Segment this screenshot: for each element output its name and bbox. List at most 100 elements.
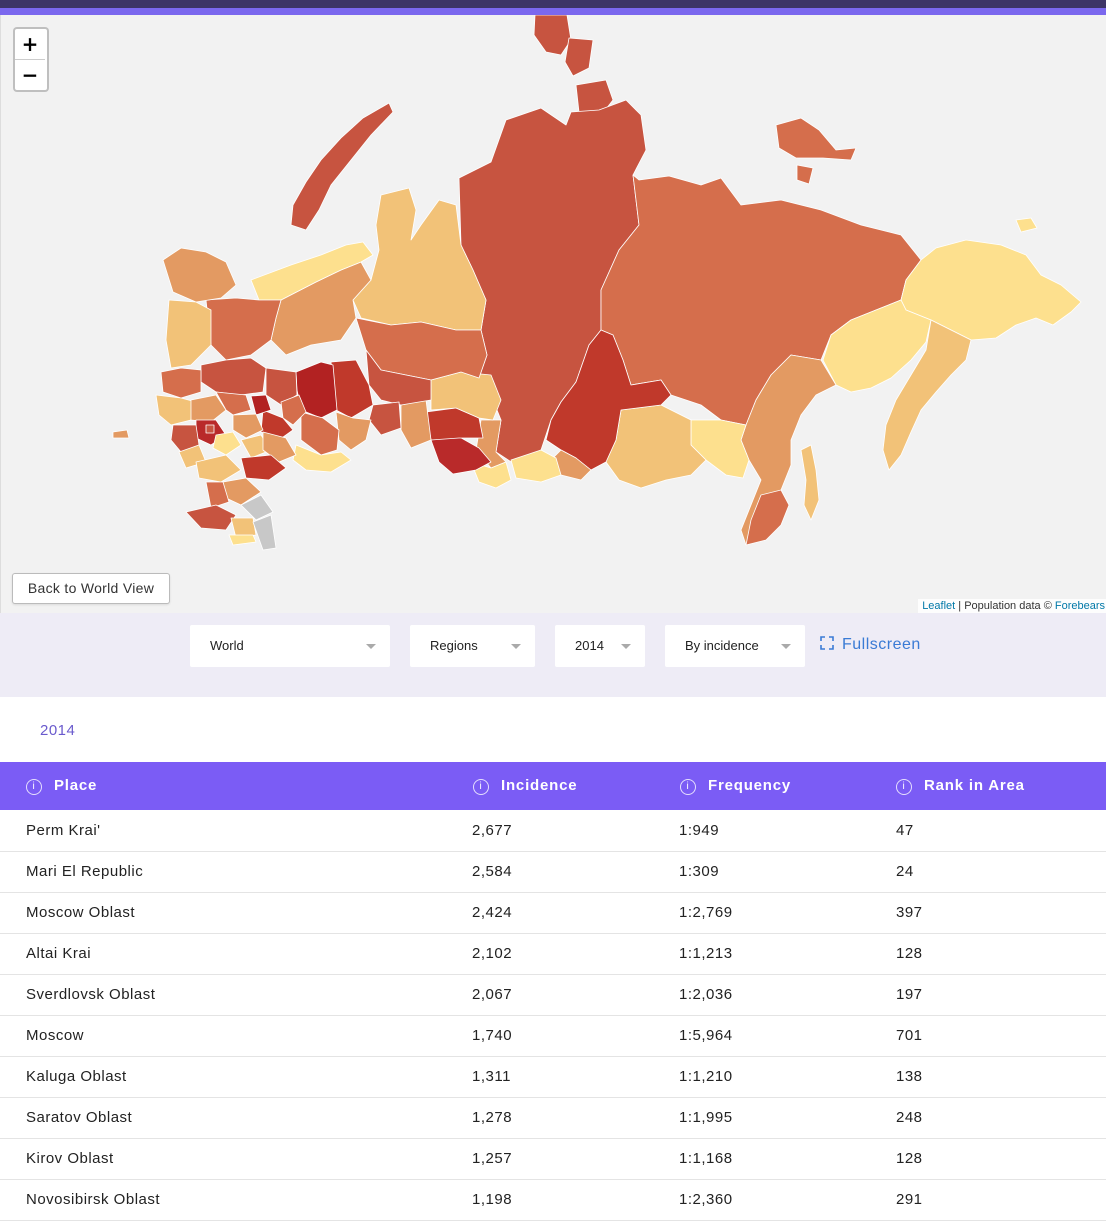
cell-incidence: 2,424 xyxy=(472,904,513,921)
cell-incidence: 1,311 xyxy=(472,1068,511,1085)
results-panel: 2014 i Place i Incidence i Frequency i Rank … xyxy=(0,697,1106,1222)
table-row[interactable]: Saratov Oblast 1,278 1:1,995 248 xyxy=(0,1097,1106,1139)
cell-frequency: 1:1,210 xyxy=(679,1068,733,1085)
cell-rank: 128 xyxy=(896,1150,923,1167)
region-north-caucasus xyxy=(228,534,257,546)
region-kurgan xyxy=(368,401,402,436)
cell-incidence: 1,198 xyxy=(472,1191,513,1208)
cell-incidence: 2,102 xyxy=(472,945,513,962)
region-samara xyxy=(262,431,297,463)
region-karelia xyxy=(165,299,212,369)
region-orenburg xyxy=(292,444,352,473)
region-udmurtia xyxy=(280,394,307,426)
info-icon[interactable]: i xyxy=(473,779,489,795)
cell-frequency: 1:2,360 xyxy=(679,1191,733,1208)
cell-frequency: 1:949 xyxy=(679,822,720,839)
info-icon[interactable]: i xyxy=(680,779,696,795)
cell-frequency: 1:309 xyxy=(679,863,720,880)
region-tver xyxy=(190,394,227,423)
region-omsk xyxy=(400,399,432,449)
scope-select-value: World xyxy=(210,638,244,653)
region-tyumen xyxy=(365,349,432,406)
header-incidence[interactable]: i Incidence xyxy=(473,777,577,795)
cell-place: Moscow Oblast xyxy=(26,904,136,921)
table-row[interactable]: Mari El Republic 2,584 1:309 24 xyxy=(0,851,1106,893)
top-bar-accent xyxy=(0,8,1106,15)
region-zabaykalsky xyxy=(605,404,707,489)
cell-rank: 197 xyxy=(896,986,923,1003)
cell-frequency: 1:1,168 xyxy=(679,1150,733,1167)
cell-frequency: 1:2,036 xyxy=(679,986,733,1003)
cell-place: Perm Krai' xyxy=(26,822,101,839)
header-place[interactable]: i Place xyxy=(26,777,97,795)
map-controls: World Regions 2014 By incidence Fullscre… xyxy=(0,613,1106,697)
chevron-down-icon xyxy=(366,644,376,649)
zoom-out-button[interactable]: − xyxy=(21,63,39,87)
cell-rank: 248 xyxy=(896,1109,923,1126)
cell-place: Mari El Republic xyxy=(26,863,144,880)
cell-frequency: 1:5,964 xyxy=(679,1027,733,1044)
region-magadan xyxy=(822,299,932,393)
region-saratov xyxy=(240,454,287,481)
year-select-value: 2014 xyxy=(575,638,604,653)
header-rank[interactable]: i Rank in Area xyxy=(896,777,1025,795)
table-row[interactable]: Moscow Oblast 2,424 1:2,769 397 xyxy=(0,892,1106,934)
table-row[interactable]: Sverdlovsk Oblast 2,067 1:2,036 197 xyxy=(0,974,1106,1016)
info-icon[interactable]: i xyxy=(896,779,912,795)
header-frequency[interactable]: i Frequency xyxy=(680,777,791,795)
back-to-world-button[interactable]: Back to World View xyxy=(12,573,170,604)
table-row[interactable]: Moscow 1,740 1:5,964 701 xyxy=(0,1015,1106,1057)
region-dagestan xyxy=(252,514,277,551)
cell-rank: 47 xyxy=(896,822,914,839)
table-row[interactable]: Perm Krai' 2,677 1:949 47 xyxy=(0,810,1106,852)
mode-select[interactable]: By incidence xyxy=(665,625,805,667)
cell-rank: 701 xyxy=(896,1027,923,1044)
region-sakhalin xyxy=(800,444,820,521)
region-bashkortostan xyxy=(300,411,340,456)
leaflet-link[interactable]: Leaflet xyxy=(922,600,956,612)
cell-incidence: 1,278 xyxy=(472,1109,513,1126)
cell-incidence: 2,677 xyxy=(472,822,513,839)
cell-incidence: 1,257 xyxy=(472,1150,513,1167)
region-novaya-zemlya-north xyxy=(564,37,594,77)
cell-incidence: 2,067 xyxy=(472,986,513,1003)
region-new-siberian-islands xyxy=(775,117,857,161)
top-bar xyxy=(0,0,1106,8)
region-vologda xyxy=(200,357,267,396)
year-select[interactable]: 2014 xyxy=(555,625,645,667)
cell-frequency: 1:1,213 xyxy=(679,945,733,962)
table-row[interactable]: Kirov Oblast 1,257 1:1,168 128 xyxy=(0,1138,1106,1180)
fullscreen-button[interactable]: Fullscreen xyxy=(820,636,921,654)
region-voronezh xyxy=(195,454,242,483)
region-arkhangelsk xyxy=(205,297,282,361)
region-amur xyxy=(690,419,750,479)
cell-rank: 24 xyxy=(896,863,914,880)
region-altai-republic xyxy=(470,461,512,489)
region-kostroma xyxy=(215,391,252,416)
region-novaya-zemlya xyxy=(290,102,394,231)
cell-incidence: 2,584 xyxy=(472,863,513,880)
cell-place: Moscow xyxy=(26,1027,85,1044)
cell-place: Sverdlovsk Oblast xyxy=(26,986,156,1003)
region-leningrad xyxy=(160,367,202,399)
zoom-in-button[interactable]: + xyxy=(15,29,45,60)
forebears-link[interactable]: Forebears xyxy=(1054,600,1105,612)
table-row[interactable]: Altai Krai 2,102 1:1,213 128 xyxy=(0,933,1106,975)
cell-place: Novosibirsk Oblast xyxy=(26,1191,161,1208)
region-irkutsk xyxy=(545,329,672,471)
choropleth-map[interactable]: + − Back to World View Leaflet | Populat… xyxy=(0,15,1106,613)
region-kaliningrad xyxy=(112,429,130,439)
table-row[interactable]: Novosibirsk Oblast 1,198 1:2,360 291 xyxy=(0,1179,1106,1221)
level-select[interactable]: Regions xyxy=(410,625,535,667)
chevron-down-icon xyxy=(781,644,791,649)
scope-select[interactable]: World xyxy=(190,625,390,667)
table-year-label: 2014 xyxy=(40,722,76,739)
header-rank-label: Rank in Area xyxy=(924,777,1025,794)
region-chelyabinsk xyxy=(335,411,372,451)
region-ryazan xyxy=(212,431,242,456)
region-tuva xyxy=(510,449,562,483)
table-header: i Place i Incidence i Frequency i Rank in Ar… xyxy=(0,762,1106,810)
info-icon[interactable]: i xyxy=(26,779,42,795)
region-moscow-city xyxy=(205,424,215,434)
table-row[interactable]: Kaluga Oblast 1,311 1:1,210 138 xyxy=(0,1056,1106,1098)
